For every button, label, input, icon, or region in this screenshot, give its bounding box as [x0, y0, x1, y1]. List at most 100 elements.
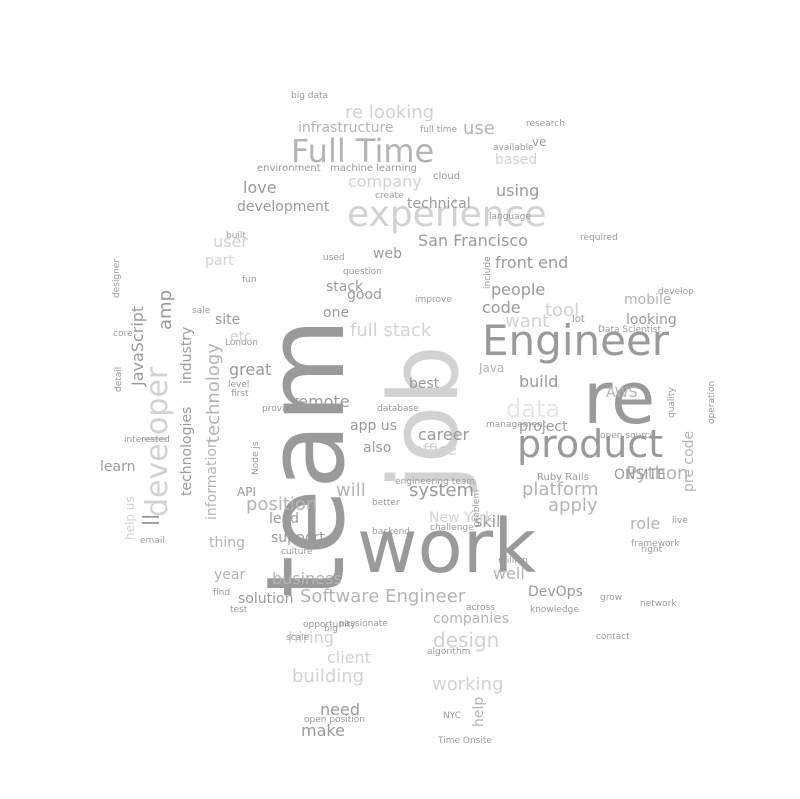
word-re-looking: re looking: [345, 102, 435, 123]
word-use: use: [463, 118, 495, 139]
word-one: one: [323, 305, 350, 321]
word-framework: framework: [631, 539, 680, 549]
word-opportunity: opportunity: [303, 620, 356, 630]
word-best: best: [409, 376, 440, 392]
word-node-js: Node js: [251, 441, 261, 475]
word-core: core: [113, 329, 133, 339]
word-user: user: [213, 232, 248, 251]
word-aws: AWS: [606, 385, 638, 401]
word-language: language: [489, 212, 531, 222]
word-information: information: [204, 439, 220, 520]
word-question: question: [343, 267, 382, 277]
word-new-york: New York: [429, 510, 494, 526]
word-passionate: passionate: [339, 619, 388, 629]
word-build: build: [519, 372, 559, 391]
word-companies: companies: [433, 611, 510, 627]
word-system: system: [409, 480, 475, 501]
word-skill: skill: [474, 512, 505, 531]
word-develop: develop: [658, 287, 694, 297]
word-thing: thing: [209, 535, 246, 551]
word-design: design: [433, 628, 500, 652]
word-test: test: [230, 605, 248, 615]
word-live: live: [672, 516, 688, 526]
word-include: include: [483, 256, 493, 289]
word-python: Python: [626, 463, 689, 484]
word-api: API: [237, 485, 256, 499]
word-client: client: [327, 648, 371, 667]
word-app-us: app us: [350, 418, 397, 434]
word-development: development: [237, 199, 330, 215]
word-required: required: [580, 233, 618, 243]
word-etc: etc: [230, 329, 252, 345]
word-database: database: [377, 404, 419, 414]
word-great: great: [229, 360, 272, 379]
word-engineering-team: engineering team: [395, 477, 476, 487]
word-scale: scale: [286, 633, 310, 643]
word-right: right: [641, 545, 663, 555]
word-using: using: [496, 181, 540, 200]
word-across: across: [466, 603, 495, 613]
word-ll: ll: [140, 513, 165, 526]
word-business: business: [272, 569, 342, 588]
word-pre-code: pre code: [681, 430, 697, 492]
word-full-time: full time: [420, 125, 458, 135]
word-built: built: [226, 231, 246, 241]
word-available: available: [493, 143, 534, 153]
word-want: want: [505, 311, 550, 332]
word-designer: designer: [112, 258, 122, 298]
word-industry: industry: [179, 326, 195, 384]
word-operation: operation: [707, 380, 717, 424]
word-quality: quality: [667, 387, 677, 418]
word-position: position: [246, 494, 318, 515]
word-london: London: [225, 338, 258, 348]
word-looking: looking: [626, 312, 677, 328]
word-culture: culture: [281, 547, 313, 557]
word-technical: technical: [407, 196, 471, 212]
word-open-source: open source: [600, 431, 656, 441]
word-stack: stack: [326, 279, 364, 295]
word-cloud: cloud: [433, 171, 461, 182]
word-year: year: [214, 567, 246, 583]
word-big-data: big data: [291, 91, 329, 101]
word-site: site: [215, 312, 241, 328]
word-million: million: [498, 556, 528, 566]
word-hiring: hiring: [288, 628, 334, 647]
word-time-onsite: Time Onsite: [438, 736, 492, 746]
word-network: network: [640, 599, 677, 609]
word-detail: detail: [114, 366, 124, 392]
word-ve: ve: [532, 135, 547, 149]
word-good: good: [347, 287, 382, 303]
word-software-engineer: Software Engineer: [300, 586, 466, 607]
word-help: help: [471, 696, 487, 727]
word-better: better: [372, 498, 400, 508]
word-also: also: [363, 440, 392, 456]
word-problem: problem: [472, 489, 482, 527]
word-lot: lot: [572, 314, 585, 325]
word-algorithm: algorithm: [427, 647, 471, 657]
word-create: create: [375, 191, 404, 201]
word-experience: experience: [347, 194, 547, 235]
word-provide: provide: [262, 404, 296, 414]
word-apply: apply: [548, 495, 598, 516]
word-ruby-rails: Ruby Rails: [537, 472, 589, 483]
word-nyc: NYC: [443, 711, 462, 721]
word-office: office: [413, 440, 457, 459]
word-backend: backend: [372, 527, 411, 537]
word-open-position: open position: [304, 715, 365, 725]
word-remote: remote: [292, 392, 350, 411]
word-find: find: [213, 588, 231, 598]
word-technology: technology: [203, 343, 224, 443]
word-research: research: [526, 119, 565, 129]
word-level: level: [228, 380, 250, 390]
word-solution: solution: [238, 591, 294, 607]
word-management: management: [486, 420, 547, 430]
word-full-stack: full stack: [350, 320, 432, 341]
word-based: based: [495, 152, 538, 168]
word-building: building: [292, 666, 365, 687]
word-role: role: [630, 514, 661, 533]
word-first: first: [231, 389, 249, 399]
word-infrastructure: infrastructure: [298, 120, 394, 136]
word-part: part: [205, 253, 234, 269]
word-company: company: [348, 172, 422, 191]
word-machine-learning: machine learning: [330, 163, 417, 174]
